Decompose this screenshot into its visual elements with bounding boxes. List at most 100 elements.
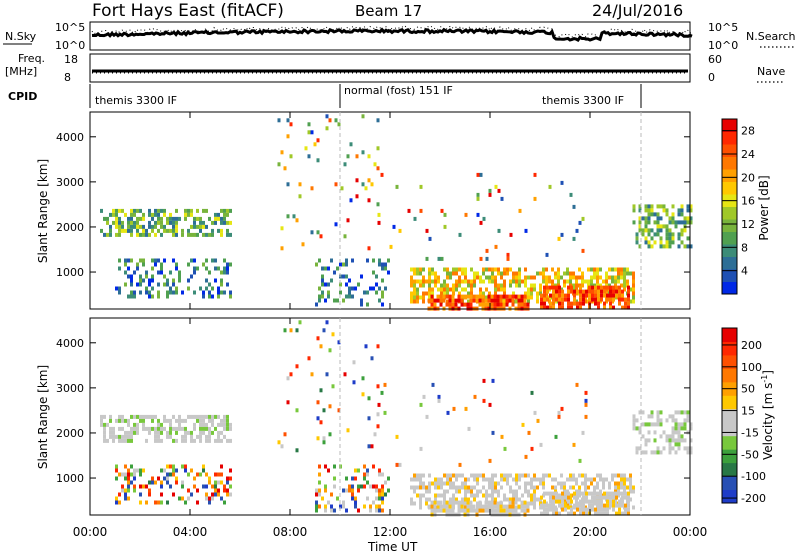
data-cell xyxy=(620,485,623,490)
data-cell xyxy=(187,212,190,217)
data-cell xyxy=(502,508,506,513)
data-cell xyxy=(181,228,184,233)
data-cell xyxy=(315,492,318,497)
data-cell xyxy=(214,278,217,283)
data-cell xyxy=(659,224,663,229)
data-cell xyxy=(354,468,357,473)
data-cell xyxy=(496,504,500,509)
data-cell xyxy=(582,289,585,294)
noise-tick-bottom-right: 10^0 xyxy=(708,39,738,52)
data-cell xyxy=(490,508,494,513)
data-cell xyxy=(552,289,555,294)
data-cell xyxy=(665,434,669,439)
data-cell xyxy=(443,212,447,217)
data-cell xyxy=(449,473,452,478)
data-cell xyxy=(217,492,220,497)
data-cell xyxy=(680,422,684,427)
data-cell xyxy=(647,240,651,245)
data-cell xyxy=(154,220,157,225)
data-cell xyxy=(647,212,651,217)
data-cell xyxy=(163,468,166,473)
data-cell xyxy=(478,500,482,505)
data-cell xyxy=(512,497,515,502)
data-cell xyxy=(515,505,518,510)
data-cell xyxy=(118,232,121,237)
data-cell xyxy=(381,294,384,299)
data-cell xyxy=(378,508,381,513)
data-cell xyxy=(226,422,229,427)
data-cell xyxy=(446,287,449,292)
data-cell xyxy=(321,278,324,283)
data-cell xyxy=(627,503,630,508)
data-cell xyxy=(377,212,381,217)
data-cell xyxy=(337,340,341,345)
data-cell xyxy=(112,434,115,439)
data-cell xyxy=(647,438,651,443)
data-cell xyxy=(606,491,609,496)
data-cell xyxy=(121,220,124,225)
data-cell xyxy=(677,208,681,213)
data-cell xyxy=(367,178,371,183)
data-cell xyxy=(178,278,181,283)
data-cell xyxy=(524,267,527,272)
data-cell xyxy=(160,220,163,225)
data-cell xyxy=(154,430,157,435)
data-cell xyxy=(629,271,632,276)
data-cell xyxy=(612,499,615,504)
data-cell xyxy=(172,220,175,225)
data-cell xyxy=(644,228,648,233)
data-cell xyxy=(193,290,196,295)
data-cell xyxy=(563,271,566,276)
data-cell xyxy=(588,503,591,508)
data-cell xyxy=(139,468,142,473)
x-tick-label: 00:00 xyxy=(673,525,708,539)
data-cell xyxy=(452,497,455,502)
data-cell xyxy=(142,232,145,237)
data-cell xyxy=(674,438,678,443)
data-cell xyxy=(518,279,521,284)
data-cell xyxy=(545,283,548,288)
data-cell xyxy=(457,298,461,303)
data-cell xyxy=(193,224,196,229)
data-cell xyxy=(436,508,440,513)
data-cell xyxy=(157,270,160,275)
data-cell xyxy=(169,418,172,423)
data-cell xyxy=(160,426,163,431)
data-cell xyxy=(665,418,669,423)
data-cell xyxy=(638,446,642,451)
data-cell xyxy=(434,485,437,490)
data-cell xyxy=(614,279,617,284)
data-cell xyxy=(430,504,434,509)
data-cell xyxy=(449,477,452,482)
data-cell xyxy=(526,504,530,509)
data-cell xyxy=(381,278,384,283)
data-cell xyxy=(354,496,357,501)
data-cell xyxy=(481,298,485,303)
data-cell xyxy=(103,434,106,439)
data-cell xyxy=(145,232,148,237)
data-cell xyxy=(375,488,378,493)
data-cell xyxy=(478,302,482,307)
colorbar-tick-label: 20 xyxy=(741,171,755,184)
data-cell xyxy=(488,279,491,284)
data-cell xyxy=(536,485,539,490)
data-cell xyxy=(217,414,220,419)
data-cell xyxy=(163,208,166,213)
data-cell xyxy=(606,495,609,500)
data-cell xyxy=(485,256,489,261)
data-cell xyxy=(187,286,190,291)
data-cell xyxy=(142,224,145,229)
data-cell xyxy=(509,497,512,502)
data-cell xyxy=(184,468,187,473)
data-cell xyxy=(554,485,557,490)
data-cell xyxy=(175,228,178,233)
data-cell xyxy=(151,228,154,233)
data-cell xyxy=(184,216,187,221)
data-cell xyxy=(434,275,437,280)
data-cell xyxy=(178,418,181,423)
data-cell xyxy=(361,150,365,155)
data-cell xyxy=(563,501,566,506)
y-tick-label: 2000 xyxy=(56,221,84,234)
data-cell xyxy=(488,458,492,463)
data-cell xyxy=(620,481,623,486)
